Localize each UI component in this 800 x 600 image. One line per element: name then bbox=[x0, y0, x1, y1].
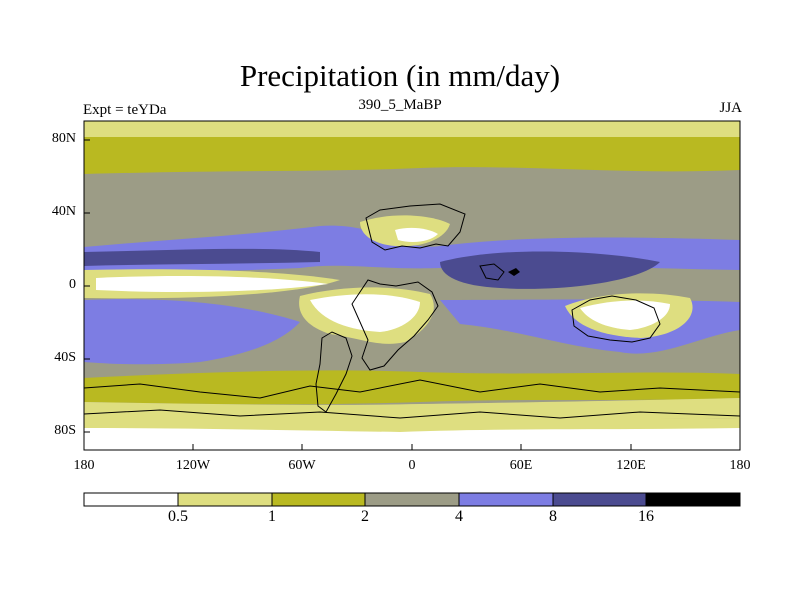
antarctic-edge-very-low bbox=[84, 417, 740, 432]
continent-outlines bbox=[83, 203, 741, 419]
colorbar bbox=[83, 492, 741, 507]
colorbar-frame bbox=[83, 492, 741, 507]
y-label-0: 0 bbox=[69, 277, 76, 292]
y-label-40s: 40S bbox=[54, 350, 76, 365]
colorbar-swatch-1-2 bbox=[272, 493, 365, 506]
x-label-60e: 60E bbox=[509, 458, 533, 473]
x-label-180w: 180 bbox=[73, 458, 95, 473]
colorbar-swatch-8-16 bbox=[553, 493, 646, 506]
map-title: Precipitation (in mm/day) bbox=[239, 58, 561, 93]
colorbar-label-4: 4 bbox=[455, 508, 463, 525]
south-america-outline bbox=[315, 331, 353, 413]
colorbar-swatch-4-8 bbox=[459, 493, 553, 506]
y-label-80s: 80S bbox=[54, 423, 76, 438]
x-label-60w: 60W bbox=[288, 458, 316, 473]
north-africa-outline bbox=[365, 203, 466, 251]
axis-ticks bbox=[84, 139, 632, 450]
colorbar-label-8: 8 bbox=[549, 508, 557, 525]
antarctica-outline bbox=[83, 379, 741, 419]
southern-band-low bbox=[84, 370, 740, 405]
equatorial-dry-core bbox=[96, 276, 328, 292]
colorbar-swatch-gt-16 bbox=[646, 493, 740, 506]
australia-outline bbox=[571, 295, 661, 343]
colorbar-swatch-lt-0-5 bbox=[84, 493, 178, 506]
y-label-80n: 80N bbox=[51, 131, 76, 146]
colorbar-swatch-0-5-1 bbox=[178, 493, 272, 506]
x-label-180e: 180 bbox=[729, 458, 751, 473]
x-label-120e: 120E bbox=[616, 458, 646, 473]
sh-pacific-high bbox=[84, 299, 300, 365]
colorbar-swatch-2-4 bbox=[365, 493, 459, 506]
nh-subtropics-very-dry bbox=[395, 227, 438, 242]
precipitation-field bbox=[84, 121, 740, 450]
pacific-band-very-high bbox=[84, 248, 320, 266]
arabia-outline bbox=[479, 263, 505, 281]
arctic-band-very-low bbox=[84, 121, 740, 137]
colorbar-label-16: 16 bbox=[638, 508, 654, 525]
experiment-label: Expt = teYDa bbox=[83, 102, 167, 118]
x-label-0: 0 bbox=[408, 458, 416, 473]
x-label-120w: 120W bbox=[175, 458, 211, 473]
arabian-sea-marker bbox=[508, 268, 520, 276]
season-label: JJA bbox=[719, 100, 742, 116]
africa-outline bbox=[351, 279, 439, 371]
australia-very-dry bbox=[580, 300, 670, 330]
colorbar-label-2: 2 bbox=[361, 508, 369, 525]
period-label: 390_5_MaBP bbox=[358, 97, 442, 113]
colorbar-label-1: 1 bbox=[268, 508, 276, 525]
northern-band-low bbox=[84, 137, 740, 174]
y-label-40n: 40N bbox=[51, 204, 76, 219]
south-america-very-dry bbox=[310, 294, 420, 332]
colorbar-label-0-5: 0.5 bbox=[168, 508, 188, 525]
